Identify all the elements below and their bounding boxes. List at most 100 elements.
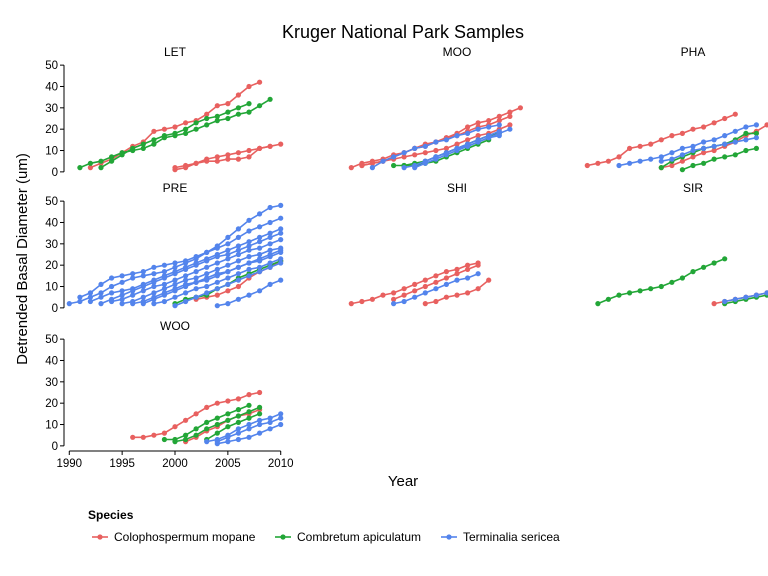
data-point-combretum bbox=[701, 160, 707, 166]
data-point-terminalia bbox=[204, 277, 210, 283]
data-point-terminalia bbox=[679, 145, 686, 151]
data-point-mopane bbox=[507, 113, 513, 119]
data-point-mopane bbox=[204, 404, 210, 410]
data-point-combretum bbox=[637, 288, 643, 294]
data-point-mopane bbox=[214, 103, 220, 109]
data-point-mopane bbox=[359, 162, 365, 169]
data-point-mopane bbox=[235, 396, 241, 402]
data-point-combretum bbox=[140, 145, 146, 151]
data-point-terminalia bbox=[658, 154, 664, 160]
data-point-terminalia bbox=[151, 271, 157, 277]
data-point-mopane bbox=[193, 160, 199, 166]
data-point-terminalia bbox=[278, 230, 284, 236]
data-point-terminalia bbox=[278, 202, 284, 208]
data-point-combretum bbox=[214, 118, 220, 124]
data-point-terminalia bbox=[204, 439, 210, 445]
data-point-combretum bbox=[204, 122, 210, 128]
data-point-terminalia bbox=[140, 301, 146, 307]
data-point-mopane bbox=[669, 162, 675, 169]
data-point-combretum bbox=[246, 101, 252, 107]
data-point-mopane bbox=[140, 434, 146, 440]
data-point-terminalia bbox=[507, 126, 513, 132]
data-point-mopane bbox=[225, 398, 231, 404]
data-point-terminalia bbox=[151, 264, 157, 270]
data-point-terminalia bbox=[204, 249, 210, 255]
data-point-terminalia bbox=[475, 271, 481, 277]
data-point-combretum bbox=[109, 158, 115, 164]
legend-key-point bbox=[280, 534, 286, 540]
data-point-terminalia bbox=[496, 122, 502, 128]
data-point-terminalia bbox=[669, 156, 675, 162]
data-point-terminalia bbox=[278, 260, 284, 266]
data-point-terminalia bbox=[225, 262, 231, 268]
data-point-mopane bbox=[454, 292, 460, 298]
data-point-terminalia bbox=[267, 241, 273, 247]
facet-panels: LET 0 10 20 30 40 50 MOO PHA PRE 0 10 20 30 40 50 SHI SIR… bbox=[45, 45, 768, 470]
data-point-mopane bbox=[433, 273, 439, 279]
data-point-mopane bbox=[401, 154, 407, 160]
data-point-terminalia bbox=[246, 243, 252, 249]
data-point-combretum bbox=[140, 141, 146, 147]
data-point-terminalia bbox=[172, 260, 178, 266]
data-point-mopane bbox=[161, 430, 167, 436]
data-point-terminalia bbox=[172, 294, 178, 300]
data-point-terminalia bbox=[722, 141, 728, 147]
panel-strip-label: PRE bbox=[163, 181, 188, 195]
data-point-terminalia bbox=[183, 298, 189, 305]
data-point-terminalia bbox=[690, 143, 696, 149]
data-point-terminalia bbox=[257, 239, 263, 245]
series-line-terminalia bbox=[121, 247, 281, 305]
data-point-mopane bbox=[172, 165, 178, 171]
data-point-mopane bbox=[584, 162, 590, 169]
data-point-terminalia bbox=[454, 145, 460, 151]
data-point-terminalia bbox=[433, 286, 439, 292]
data-point-mopane bbox=[412, 152, 418, 158]
data-point-terminalia bbox=[225, 301, 231, 307]
data-point-mopane bbox=[151, 432, 157, 438]
data-point-terminalia bbox=[711, 137, 717, 143]
data-point-mopane bbox=[711, 147, 717, 154]
data-point-terminalia bbox=[98, 301, 104, 307]
data-point-terminalia bbox=[257, 264, 263, 270]
data-point-mopane bbox=[257, 79, 263, 85]
data-point-terminalia bbox=[267, 419, 273, 425]
data-point-terminalia bbox=[246, 273, 252, 279]
data-point-terminalia bbox=[278, 237, 284, 243]
data-point-mopane bbox=[475, 286, 481, 292]
panel-strip-label: SHI bbox=[447, 181, 467, 195]
data-point-mopane bbox=[486, 118, 492, 124]
panel-shi: SHI bbox=[348, 181, 492, 307]
data-point-combretum bbox=[743, 147, 749, 154]
x-tick-label: 2005 bbox=[215, 458, 241, 470]
data-point-terminalia bbox=[235, 271, 241, 277]
data-point-mopane bbox=[204, 111, 210, 117]
data-point-combretum bbox=[732, 152, 738, 158]
data-point-terminalia bbox=[257, 234, 263, 240]
data-point-terminalia bbox=[151, 279, 157, 285]
data-point-combretum bbox=[161, 133, 167, 139]
data-point-combretum bbox=[77, 165, 83, 171]
data-point-terminalia bbox=[172, 288, 178, 294]
data-point-combretum bbox=[225, 424, 231, 430]
data-point-terminalia bbox=[722, 298, 728, 305]
data-point-terminalia bbox=[161, 286, 167, 292]
data-point-mopane bbox=[235, 150, 241, 156]
data-point-combretum bbox=[193, 432, 199, 438]
data-point-terminalia bbox=[172, 277, 178, 283]
data-point-mopane bbox=[443, 269, 449, 275]
data-point-terminalia bbox=[454, 133, 460, 139]
data-point-mopane bbox=[193, 411, 199, 417]
data-point-mopane bbox=[401, 286, 407, 292]
data-point-terminalia bbox=[235, 226, 241, 232]
data-point-terminalia bbox=[257, 417, 263, 423]
data-point-terminalia bbox=[257, 421, 263, 428]
data-point-terminalia bbox=[204, 264, 210, 270]
panel-woo: WOO 0 10 20 30 40 50 1990 1995 2000 2005 2010 bbox=[45, 319, 293, 470]
data-point-terminalia bbox=[172, 271, 178, 277]
data-point-combretum bbox=[722, 256, 728, 262]
data-point-terminalia bbox=[183, 283, 189, 290]
data-point-mopane bbox=[422, 150, 428, 156]
data-point-combretum bbox=[119, 152, 125, 158]
data-point-combretum bbox=[690, 162, 696, 169]
data-point-mopane bbox=[443, 294, 449, 300]
